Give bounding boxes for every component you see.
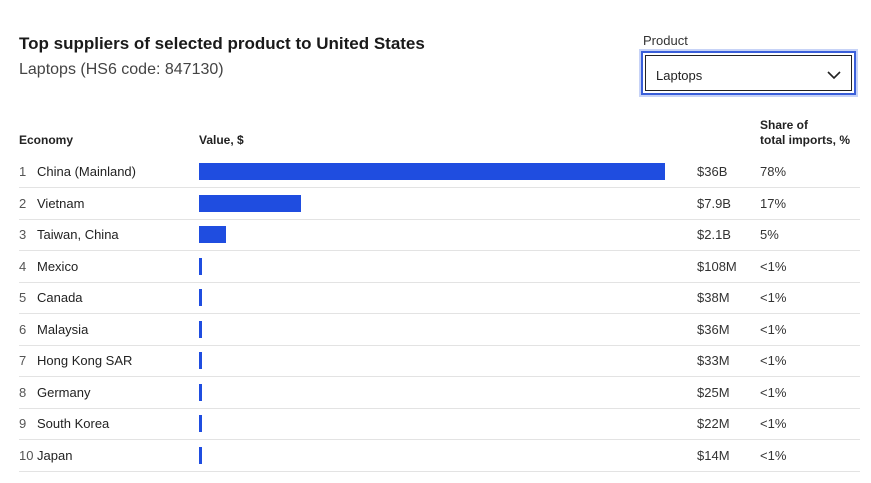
row-economy-name: Germany [37, 384, 91, 400]
chart-subtitle: Laptops (HS6 code: 847130) [19, 61, 224, 78]
header-value: Value, $ [199, 133, 244, 147]
row-share-label: <1% [760, 258, 787, 274]
row-economy-name: Canada [37, 290, 83, 305]
row-share-label: <1% [760, 321, 787, 337]
row-value-label: $38M [697, 290, 730, 305]
header-share: Share of total imports, % [760, 118, 850, 148]
value-bar [199, 257, 202, 275]
row-rank: 10 [19, 447, 34, 463]
header-share-line2: total imports, % [760, 133, 851, 147]
chart-title: Top suppliers of selected product to Uni… [19, 34, 425, 53]
value-bar [199, 383, 202, 401]
row-share-label: <1% [760, 353, 787, 368]
table-row: 4 Mexico $108M <1% [19, 251, 860, 283]
row-value-label: $25M [697, 384, 730, 400]
row-value-label: $2.1B [697, 227, 731, 242]
table-row: 1 China (Mainland) $36B 78% [19, 156, 860, 188]
row-value-label: $14M [697, 447, 730, 463]
row-rank: 5 [19, 290, 27, 305]
row-rank: 1 [19, 164, 27, 179]
row-economy-name: Hong Kong SAR [37, 353, 133, 368]
row-value-label: $36M [697, 321, 730, 337]
table-row: 8 Germany $25M <1% [19, 377, 860, 409]
row-value-label: $7.9B [697, 195, 731, 211]
value-bar [199, 446, 202, 464]
table-row: 2 Vietnam $7.9B 17% [19, 188, 860, 220]
table-row: 10 Japan $14M <1% [19, 440, 860, 472]
table-row: 9 South Korea $22M <1% [19, 408, 860, 440]
row-rank: 8 [19, 384, 27, 400]
row-economy-name: Malaysia [37, 321, 89, 337]
row-rank: 3 [19, 227, 27, 242]
value-bar [199, 226, 227, 243]
value-bar [199, 194, 302, 212]
row-economy-name: South Korea [37, 416, 110, 431]
value-bar [199, 320, 202, 338]
row-share-label: 17% [760, 195, 787, 211]
table-row: 5 Canada $38M <1% [19, 282, 860, 314]
product-label: Product [643, 33, 688, 48]
value-bar [199, 352, 202, 369]
row-rank: 7 [19, 353, 27, 368]
row-value-label: $22M [697, 416, 730, 431]
row-economy-name: China (Mainland) [37, 164, 136, 179]
header-share-line1: Share of [760, 118, 809, 132]
row-share-label: <1% [760, 416, 787, 431]
value-bar [199, 289, 202, 306]
table-row: 3 Taiwan, China $2.1B 5% [19, 219, 860, 251]
row-economy-name: Taiwan, China [37, 227, 119, 242]
row-economy-name: Mexico [37, 258, 79, 274]
row-share-label: 5% [760, 227, 779, 242]
chevron-down-icon[interactable] [827, 70, 841, 80]
value-bar [199, 415, 202, 432]
row-rank: 4 [19, 258, 27, 274]
value-bar [199, 163, 665, 180]
row-rank: 6 [19, 321, 27, 337]
product-select[interactable]: Laptops [641, 51, 856, 95]
product-select-box[interactable]: Laptops [645, 55, 852, 91]
row-share-label: <1% [760, 290, 787, 305]
row-economy-name: Vietnam [37, 195, 85, 211]
row-share-label: 78% [760, 164, 787, 179]
row-share-label: <1% [760, 384, 787, 400]
product-select-value: Laptops [656, 68, 703, 83]
row-rank: 2 [19, 195, 27, 211]
row-rank: 9 [19, 416, 27, 431]
row-value-label: $108M [697, 258, 737, 274]
row-value-label: $33M [697, 353, 730, 368]
row-economy-name: Japan [37, 447, 73, 463]
table-row: 7 Hong Kong SAR $33M <1% [19, 345, 860, 377]
header-economy: Economy [19, 133, 74, 147]
table-row: 6 Malaysia $36M <1% [19, 314, 860, 346]
row-value-label: $36B [697, 164, 728, 179]
row-share-label: <1% [760, 447, 787, 463]
